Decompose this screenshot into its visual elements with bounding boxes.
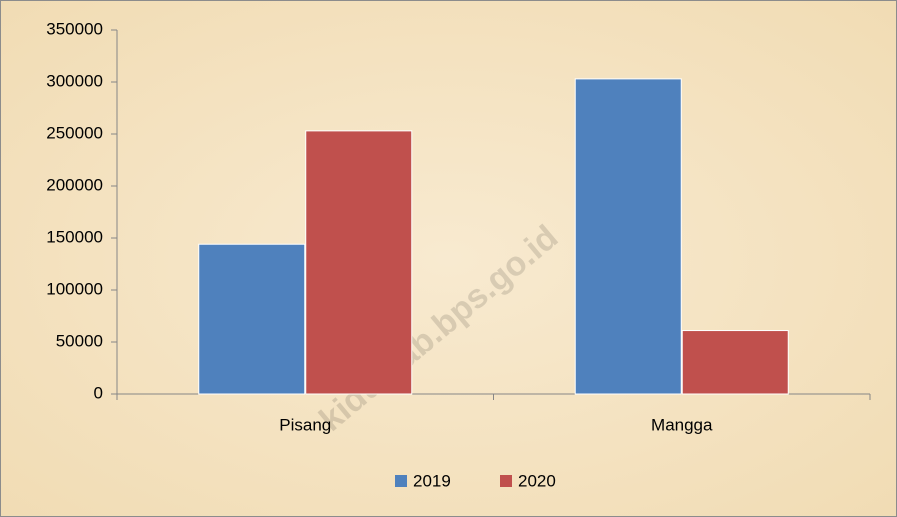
y-tick-label: 100000 bbox=[46, 279, 103, 298]
bar bbox=[198, 243, 306, 395]
legend-label: 2020 bbox=[518, 471, 556, 490]
x-tick-label: Pisang bbox=[279, 415, 331, 434]
x-tick-label: Mangga bbox=[651, 415, 713, 434]
y-tick-label: 200000 bbox=[46, 175, 103, 194]
legend-label: 2019 bbox=[413, 471, 451, 490]
legend-swatch bbox=[395, 475, 407, 487]
y-tick-label: 350000 bbox=[46, 19, 103, 38]
y-tick-label: 300000 bbox=[46, 71, 103, 90]
y-tick-label: 250000 bbox=[46, 123, 103, 142]
legend-swatch bbox=[500, 475, 512, 487]
bar bbox=[305, 130, 413, 395]
bar bbox=[681, 330, 789, 395]
bar bbox=[574, 78, 682, 395]
y-tick-label: 0 bbox=[94, 383, 103, 402]
y-tick-label: 150000 bbox=[46, 227, 103, 246]
y-tick-label: 50000 bbox=[56, 331, 103, 350]
